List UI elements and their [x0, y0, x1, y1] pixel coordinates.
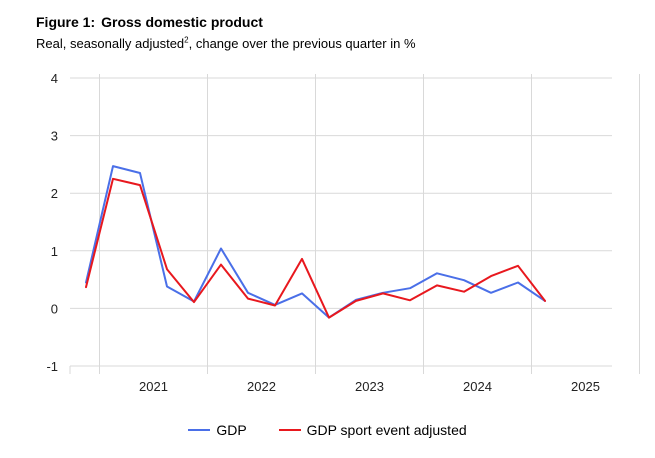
- y-tick-label: 4: [51, 71, 58, 86]
- footnote-marker: 2: [184, 35, 189, 45]
- series-line-gdp: [85, 165, 546, 319]
- x-tick-label: 2021: [139, 379, 168, 394]
- legend-item-sport-adjusted: GDP sport event adjusted: [278, 422, 467, 438]
- x-tick-label: 2024: [463, 379, 492, 394]
- legend-swatch-gdp: [188, 429, 211, 431]
- y-tick-label: 2: [51, 186, 58, 201]
- figure-subtitle: Real, seasonally adjusted2, change over …: [36, 36, 416, 51]
- subtitle-text: Real, seasonally adjusted: [36, 36, 185, 51]
- y-tick-label: 0: [51, 301, 58, 316]
- y-tick-label: 1: [51, 244, 58, 259]
- legend-swatch-sport-adjusted: [278, 429, 301, 431]
- legend-item-gdp: GDP: [188, 422, 247, 438]
- figure-title-text: Gross domestic product: [101, 14, 263, 30]
- x-tick-label: 2022: [247, 379, 276, 394]
- chart-legend: GDP GDP sport event adjusted: [0, 418, 655, 438]
- y-tick-label: -1: [46, 359, 58, 374]
- chart-series: [85, 165, 546, 319]
- subtitle-text-end: , change over the previous quarter in %: [188, 36, 416, 51]
- figure-title: Figure 1: Gross domestic product: [36, 14, 263, 30]
- legend-label-sport-adjusted: GDP sport event adjusted: [306, 422, 467, 438]
- series-line-gdp-sport-adjusted: [85, 177, 546, 319]
- figure-label: Figure 1:: [36, 14, 96, 30]
- y-tick-label: 3: [51, 129, 58, 144]
- x-tick-label: 2023: [355, 379, 384, 394]
- x-axis-ticks: 2021 2022 2023 2024 2025: [139, 379, 600, 394]
- x-tick-label: 2025: [571, 379, 600, 394]
- chart-grid: [69, 74, 640, 374]
- legend-label-gdp: GDP: [216, 422, 247, 438]
- y-axis-ticks: -1 0 1 2 3 4: [46, 71, 58, 374]
